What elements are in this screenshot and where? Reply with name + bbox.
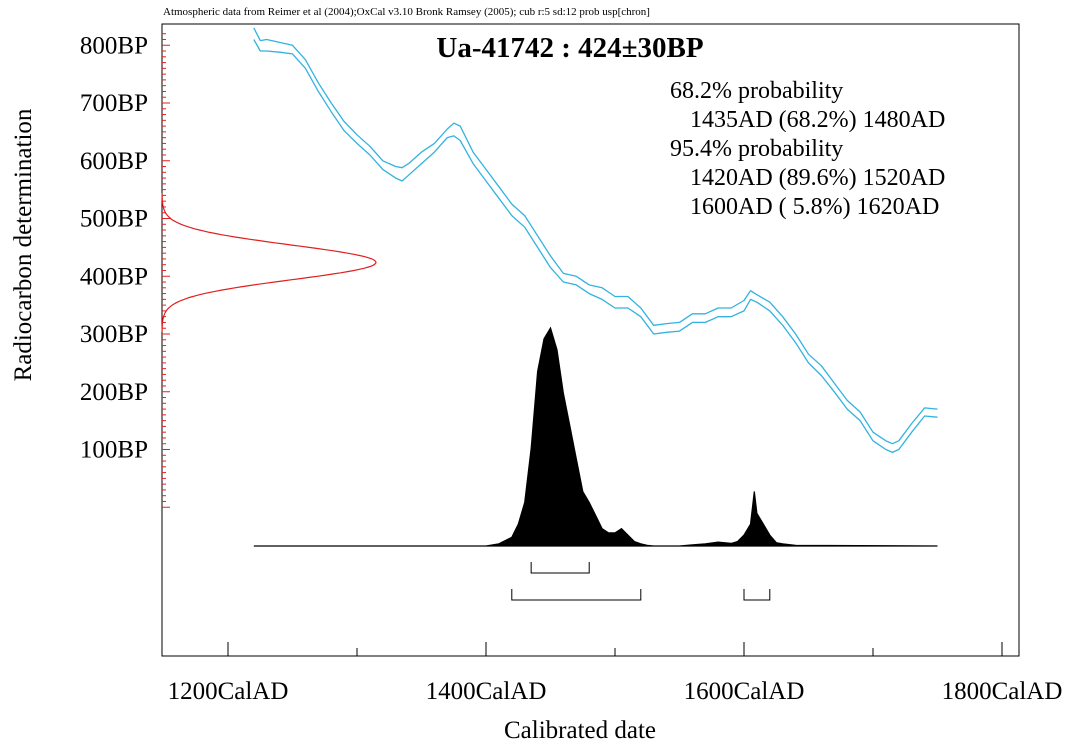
range-bracket (511, 589, 642, 601)
radiocarbon-distribution (161, 193, 377, 332)
y-tick-label: 300BP (80, 321, 148, 348)
y-axis-label: Radiocarbon determination (10, 108, 37, 381)
y-tick-label: 600BP (80, 148, 148, 175)
probability-distribution (253, 326, 938, 547)
calibration-curve-lower (253, 39, 938, 454)
calibration-curve-upper (253, 27, 938, 445)
x-tick-label: 1200CalAD (168, 678, 289, 705)
y-tick-label: 700BP (80, 90, 148, 117)
x-tick-label: 1600CalAD (684, 678, 805, 705)
y-tick-label: 100BP (80, 437, 148, 464)
x-tick-label: 1400CalAD (426, 678, 547, 705)
chart-title: Ua-41742 : 424±30BP (436, 32, 703, 64)
probability-annotation: 95.4% probability (670, 136, 843, 162)
probability-annotation: 1435AD (68.2%) 1480AD (690, 107, 945, 133)
y-tick-label: 200BP (80, 379, 148, 406)
y-tick-label: 500BP (80, 206, 148, 233)
x-tick-label: 1800CalAD (942, 678, 1063, 705)
y-tick-label: 800BP (80, 32, 148, 59)
probability-annotation: 1420AD (89.6%) 1520AD (690, 165, 945, 191)
range-bracket (743, 589, 771, 601)
y-tick-label: 400BP (80, 263, 148, 290)
x-axis-label: Calibrated date (504, 717, 656, 744)
chart-header: Atmospheric data from Reimer et al (2004… (163, 6, 650, 18)
probability-annotation: 68.2% probability (670, 78, 843, 104)
range-bracket (530, 562, 590, 574)
probability-annotation: 1600AD ( 5.8%) 1620AD (690, 194, 939, 220)
